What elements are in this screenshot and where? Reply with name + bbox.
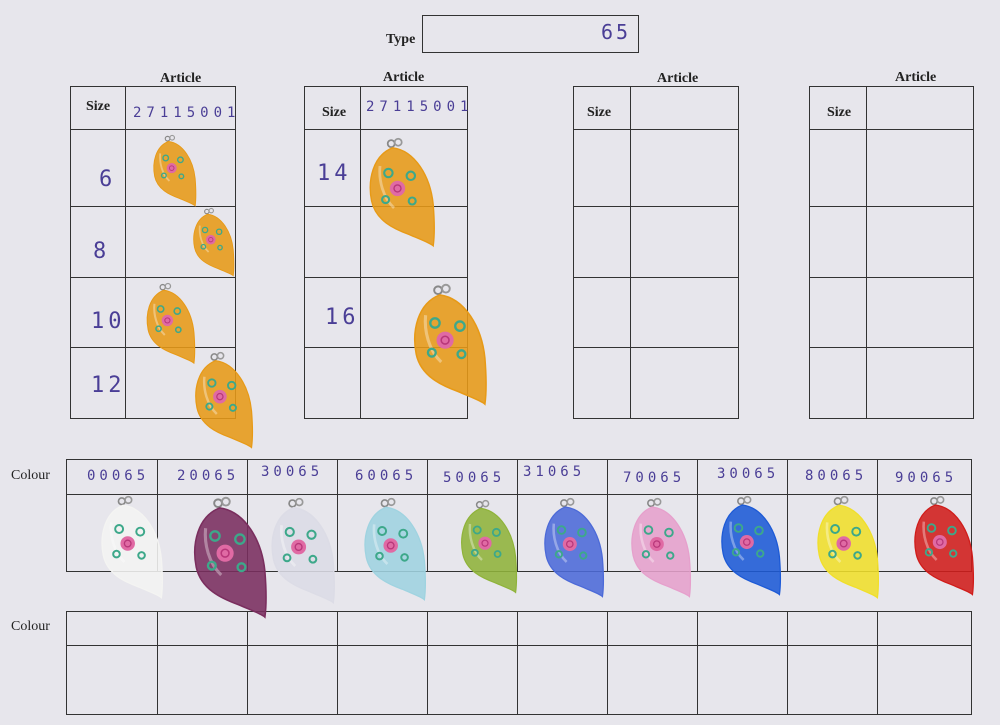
pendant-20065 [190,496,268,619]
size-8: 8 [93,239,111,264]
article-grid-4: Size [809,86,974,419]
pendant-30065 [718,495,782,596]
colour-code-3: 30065 [261,464,324,480]
colour-grid-2 [66,611,972,715]
pendant-70065 [628,497,692,598]
colour-code-10: 90065 [895,470,958,486]
colour-code-9: 80065 [805,468,868,484]
article-label-1: Article [160,71,202,86]
article-grid-1: Size 27115001 6 8 10 12 [70,86,236,419]
pendant-31065 [541,497,605,598]
size-label-3: Size [587,105,612,120]
size-6: 6 [99,167,117,192]
pendant-size-8 [191,207,235,277]
pendant-50065 [458,499,518,594]
pendant-size-12 [192,351,254,449]
pendant-00065 [98,495,164,600]
pendant-90065 [911,495,975,596]
size-12: 12 [91,373,126,398]
article-label-4: Article [895,70,937,85]
type-box: 65 [422,15,639,53]
colour-code-4: 60065 [355,468,418,484]
colour-code-5: 50065 [443,470,506,486]
pendant-size-16 [410,283,488,406]
pendant-80065 [814,495,880,600]
size-16: 16 [325,305,360,330]
colour-label-1: Colour [11,468,50,483]
pendant-30065-clear [268,497,336,605]
pendant-60065 [361,497,427,602]
colour-code-2: 20065 [177,468,240,484]
article-grid-3: Size [573,86,739,419]
article-grid-2: Size 27115001 14 16 [304,86,468,419]
type-value: 65 [601,20,632,44]
colour-code-7: 70065 [623,470,686,486]
colour-code-8: 30065 [717,466,780,482]
colour-code-6: 31065 [523,464,586,480]
size-label-2: Size [322,105,347,120]
size-10: 10 [91,309,126,334]
size-14: 14 [317,161,352,186]
colour-code-1: 00065 [87,468,150,484]
article-number-2: 27115001 [366,99,474,115]
pendant-size-6 [151,134,197,207]
type-label: Type [386,32,416,47]
size-label-4: Size [827,105,852,120]
article-number-1: 27115001 [133,105,241,121]
colour-label-2: Colour [11,619,50,634]
pendant-size-10 [144,282,196,365]
article-label-3: Article [657,71,699,86]
article-label-2: Article [383,70,425,85]
colour-grid-1: 00065 20065 30065 60065 50065 31065 7006… [66,459,972,572]
pendant-size-14 [366,137,436,248]
size-label-1: Size [86,99,111,114]
